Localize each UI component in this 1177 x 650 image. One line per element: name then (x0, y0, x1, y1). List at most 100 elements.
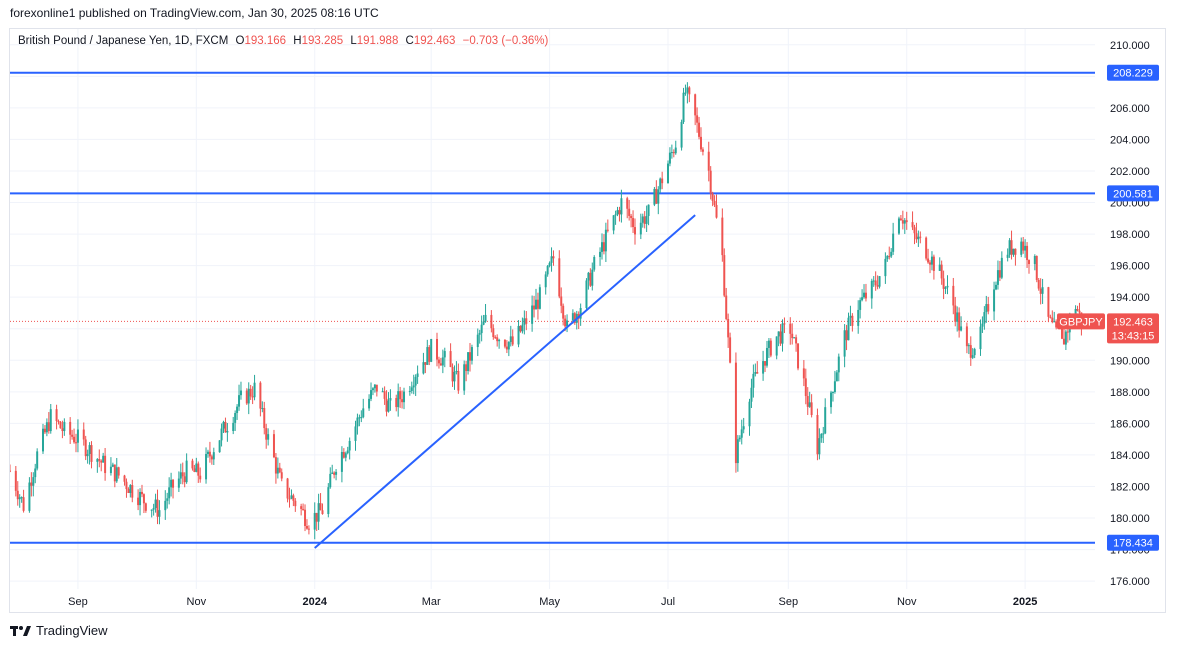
candle-body (117, 467, 120, 476)
candle-body (793, 337, 796, 339)
price-label-box (1107, 64, 1159, 81)
y-tick-label: 196.000 (1110, 261, 1150, 273)
chart-frame[interactable]: 176.000178.000180.000182.000184.000186.0… (9, 28, 1166, 613)
candle-body (263, 408, 266, 429)
candle-body (465, 364, 468, 372)
candle-body (612, 215, 615, 231)
candle-body (210, 456, 213, 460)
candle-body (833, 381, 836, 393)
candle-body (1047, 287, 1050, 317)
legend-close-value: 192.463 (413, 35, 456, 47)
candle-body (36, 451, 39, 469)
candle-body (274, 457, 277, 474)
candle-body (672, 152, 675, 154)
candle-body (172, 479, 175, 488)
candle-body (808, 402, 811, 407)
candle-body (830, 392, 833, 408)
candle-body (630, 215, 633, 219)
y-tick-label: 194.000 (1110, 292, 1150, 304)
candle-body (892, 233, 895, 252)
price-chart[interactable]: 176.000178.000180.000182.000184.000186.0… (10, 29, 1165, 612)
candle-body (267, 434, 270, 440)
candle-body (139, 491, 142, 506)
legend-change: −0.703 (−0.36%) (462, 35, 549, 47)
candle-body (422, 362, 425, 374)
candle-body (463, 364, 466, 391)
candle-body (1028, 260, 1031, 265)
candle-body (599, 251, 602, 257)
candle-body (181, 472, 184, 477)
candle-body (437, 359, 440, 364)
candle-body (562, 305, 565, 319)
candle-body (90, 445, 93, 462)
candle-body (1041, 287, 1044, 294)
candle-body (395, 398, 398, 408)
candle-body (82, 429, 85, 440)
y-tick-label: 184.000 (1110, 450, 1150, 462)
candle-body (206, 451, 209, 454)
candle-body (261, 408, 264, 410)
candle-body (290, 495, 293, 499)
candle-body (137, 497, 140, 506)
candle-body (616, 210, 619, 215)
candle-body (602, 242, 605, 252)
candle-body (302, 508, 305, 510)
candle-body (294, 500, 297, 507)
y-tick-label: 186.000 (1110, 418, 1150, 430)
candle-body (1062, 338, 1065, 345)
candle-body (723, 255, 726, 296)
tradingview-logo-icon (10, 625, 32, 637)
candle-body (899, 218, 902, 221)
candle-body (781, 323, 784, 344)
candle-body (381, 391, 384, 393)
candle-body (593, 256, 596, 270)
candle-body (762, 361, 765, 374)
y-tick-label: 182.000 (1110, 481, 1150, 493)
candle-body (426, 347, 429, 365)
candle-body (441, 357, 444, 366)
candle-body (818, 438, 821, 455)
candle-body (22, 497, 25, 511)
candle-body (183, 476, 186, 483)
candle-body (410, 387, 413, 391)
candle-body (373, 384, 376, 389)
y-tick-label: 202.000 (1110, 166, 1150, 178)
candle-body (354, 426, 357, 441)
candle-body (69, 421, 72, 435)
candle-body (100, 460, 103, 463)
legend-high-value: 193.285 (301, 35, 344, 47)
candle-body (932, 256, 935, 271)
candle-body (971, 355, 974, 358)
candle-body (713, 200, 716, 205)
candle-body (212, 452, 215, 460)
candle-body (930, 256, 933, 265)
candle-body (313, 512, 316, 530)
candle-body (492, 328, 495, 338)
candle-body (901, 220, 904, 224)
candle-body (711, 193, 714, 201)
candle-body (548, 262, 551, 267)
candle-body (109, 466, 112, 474)
candle-body (470, 347, 473, 361)
candle-body (752, 373, 755, 388)
price-label-text: 178.434 (1113, 538, 1153, 550)
candle-body (668, 152, 671, 164)
candle-body (857, 309, 860, 326)
candle-body (707, 151, 710, 171)
candle-body (1074, 309, 1077, 318)
price-label-box (1107, 185, 1159, 202)
candle-body (41, 428, 44, 452)
y-tick-label: 206.000 (1110, 103, 1150, 115)
candle-body (123, 475, 126, 482)
horizontal-lines (10, 71, 1095, 544)
y-tick-label: 190.000 (1110, 355, 1150, 367)
candle-body (824, 407, 827, 434)
candle-body (342, 451, 345, 458)
candle-body (560, 296, 563, 306)
candle-body (319, 503, 322, 511)
candle-body (61, 428, 64, 432)
candle-body (226, 431, 229, 433)
candle-body (985, 304, 988, 313)
candle-body (340, 451, 343, 472)
candle-body (443, 351, 446, 358)
